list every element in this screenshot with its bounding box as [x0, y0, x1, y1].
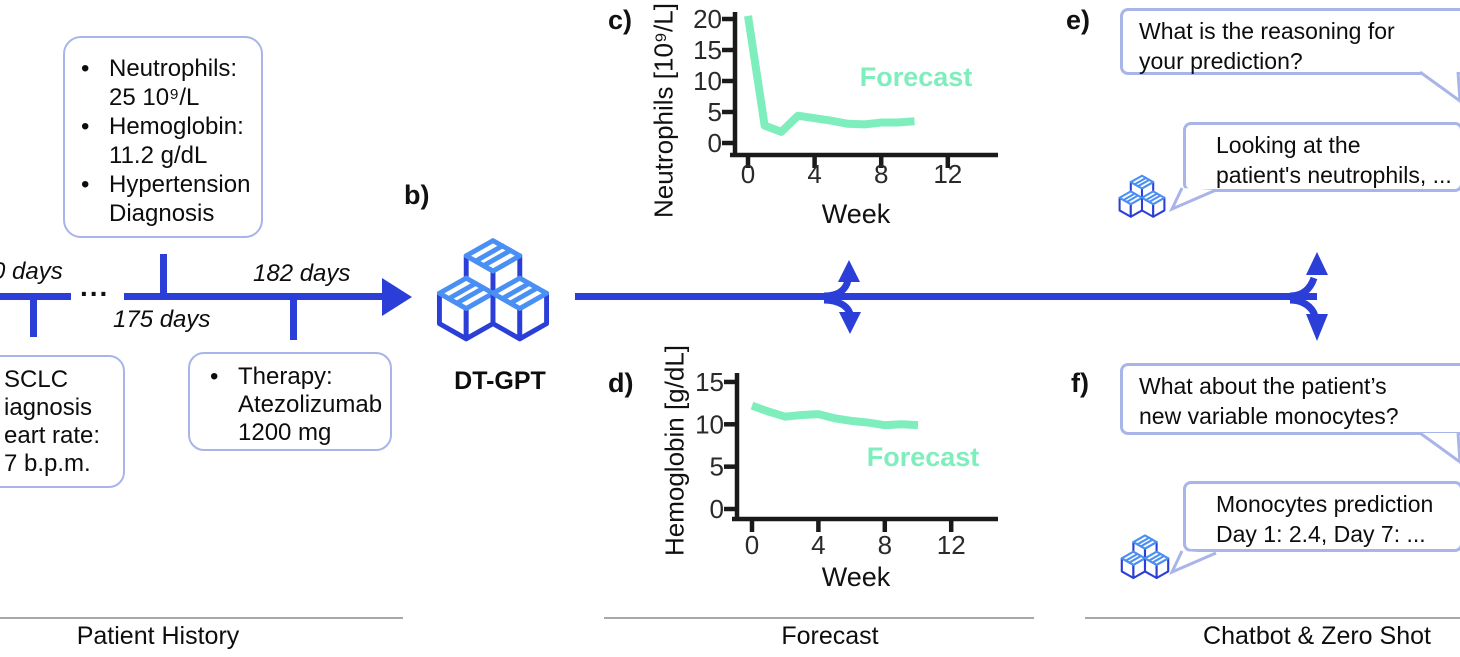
section-label-chatbot: Chatbot & Zero Shot [1203, 622, 1431, 650]
svg-text:Week: Week [822, 199, 891, 229]
question-line: What is the reasoning for [1139, 18, 1395, 44]
dt-gpt-cubes-icon [1118, 174, 1166, 218]
timeline-end-label: 182 days [253, 260, 351, 287]
therapy-line: Therapy: [238, 363, 333, 390]
therapy-box: • Therapy: Atezolizumab 1200 mg [188, 352, 392, 451]
svg-text:8: 8 [878, 530, 892, 560]
svg-text:8: 8 [874, 159, 888, 189]
diagnosis-line: iagnosis [4, 394, 93, 421]
timeline-tick [290, 296, 297, 340]
timeline-start-label: 0 days [0, 258, 63, 285]
event-item-neutrophils: • Neutrophils: 25 10⁹/L [81, 54, 261, 112]
svg-text:10: 10 [695, 409, 724, 439]
panel-c-label: c) [608, 5, 633, 35]
answer-line: Looking at the [1216, 132, 1361, 158]
panel-b-label: b) [404, 180, 430, 210]
diagnosis-line: eart rate: [4, 422, 101, 449]
event-item-hemoglobin: • Hemoglobin: 11.2 g/dL [81, 112, 261, 170]
dt-gpt-label: DT-GPT [454, 367, 546, 395]
section-divider [0, 617, 403, 619]
svg-text:Forecast: Forecast [867, 442, 980, 472]
question-line: your prediction? [1139, 48, 1303, 74]
bot-answer-bubble: Looking at the patient's neutrophils, ..… [1183, 122, 1460, 192]
timeline-arrowhead-icon [382, 278, 412, 316]
answer-line: Monocytes prediction [1216, 491, 1434, 517]
panel-f-label: f) [1071, 368, 1089, 398]
svg-text:0: 0 [745, 530, 759, 560]
svg-text:5: 5 [708, 97, 722, 127]
timeline-tick [160, 254, 167, 298]
timeline-segment [124, 293, 386, 300]
svg-text:15: 15 [693, 35, 722, 65]
bot-answer-bubble: Monocytes prediction Day 1: 2.4, Day 7: … [1183, 481, 1460, 552]
bubble-tail-icon [1168, 187, 1217, 212]
timeline-mid-label: 175 days [113, 306, 211, 333]
bubble-tail-icon [1419, 432, 1460, 464]
svg-text:12: 12 [937, 530, 966, 560]
bullet-icon: • [210, 363, 219, 390]
event-line: Hypertension [109, 171, 251, 198]
therapy-item: • Therapy: Atezolizumab 1200 mg [210, 363, 390, 447]
svg-text:Forecast: Forecast [860, 62, 973, 92]
dt-gpt-cubes-icon [1120, 534, 1170, 580]
question-line: new variable monocytes? [1139, 403, 1399, 429]
answer-line: Day 1: 2.4, Day 7: ... [1216, 521, 1426, 547]
therapy-line: Atezolizumab [238, 391, 383, 418]
section-label-patient-history: Patient History [76, 622, 240, 650]
diagnosis-line: 7 b.p.m. [4, 450, 91, 477]
user-question-bubble: What is the reasoning for your predictio… [1120, 8, 1460, 75]
question-line: What about the patient’s [1139, 373, 1387, 399]
svg-text:0: 0 [708, 128, 722, 158]
bubble-tail-icon [1419, 71, 1460, 103]
section-label-forecast: Forecast [781, 622, 879, 650]
svg-text:10: 10 [693, 66, 722, 96]
svg-text:20: 20 [693, 4, 722, 34]
timeline-tick [30, 296, 37, 337]
diagnosis-line: SCLC [4, 366, 69, 393]
bubble-tail-icon [1168, 550, 1217, 575]
dt-gpt-cubes-icon [436, 238, 550, 342]
section-divider [1085, 617, 1460, 619]
bullet-icon: • [81, 113, 90, 140]
event-line: Diagnosis [109, 200, 215, 227]
event-line: Hemoglobin: [109, 113, 244, 140]
answer-line: patient's neutrophils, ... [1216, 162, 1452, 188]
event-line: 11.2 g/dL [109, 142, 208, 169]
diagnosis-box: SCLC iagnosis eart rate: 7 b.p.m. [0, 355, 125, 488]
flow-line [575, 293, 1317, 300]
section-divider [604, 617, 1034, 619]
svg-text:Week: Week [822, 562, 891, 592]
event-item-hypertension: • Hypertension Diagnosis [81, 170, 261, 228]
svg-text:15: 15 [695, 367, 724, 397]
event-line: 25 10⁹/L [109, 84, 200, 111]
bullet-icon: • [81, 171, 90, 198]
svg-text:5: 5 [710, 452, 724, 482]
patient-events-box: • Neutrophils: 25 10⁹/L • Hemoglobin: 11… [63, 36, 263, 238]
panel-d-label: d) [608, 368, 634, 398]
therapy-line: 1200 mg [238, 419, 332, 446]
branch-arrows-icon [1289, 252, 1328, 341]
panel-e-label: e) [1066, 5, 1091, 35]
timeline-gap-dots: ... [80, 271, 110, 302]
svg-text:0: 0 [741, 159, 755, 189]
svg-text:4: 4 [811, 530, 825, 560]
event-line: Neutrophils: [109, 55, 238, 82]
hemoglobin-forecast-chart: 0 4 8 12 0 5 10 15 Forecast Week [695, 367, 998, 592]
svg-text:4: 4 [807, 159, 821, 189]
svg-text:0: 0 [710, 494, 724, 524]
bullet-icon: • [81, 55, 90, 82]
svg-text:12: 12 [933, 159, 962, 189]
branch-arrows-icon [823, 260, 861, 334]
user-question-bubble: What about the patient’s new variable mo… [1120, 363, 1460, 435]
